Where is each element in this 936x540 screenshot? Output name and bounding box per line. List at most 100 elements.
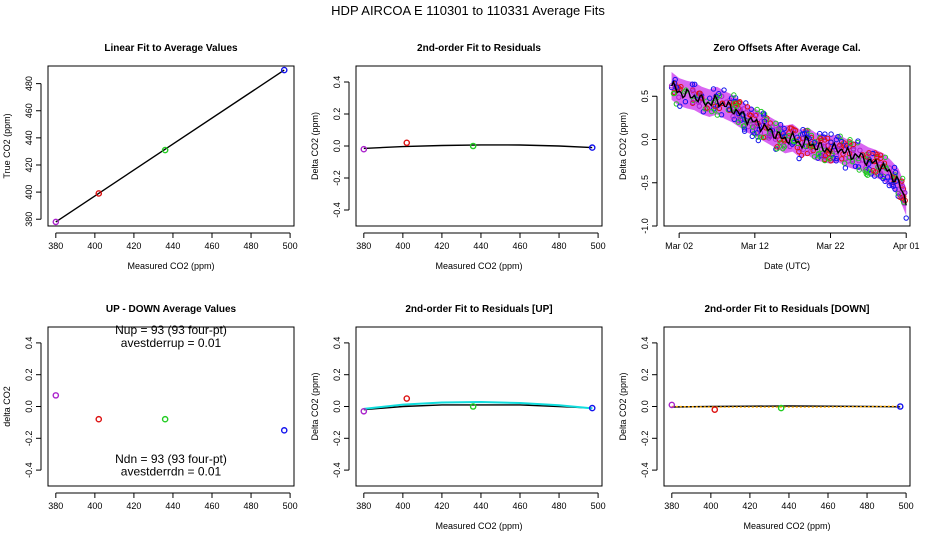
offset-point <box>758 108 764 115</box>
plot-frame <box>47 326 295 487</box>
offset-point <box>774 146 780 152</box>
data-point-blue <box>280 66 288 74</box>
x-tick-label: 460 <box>512 501 527 511</box>
offset-point <box>761 116 767 123</box>
offset-point <box>828 139 834 146</box>
panel-title: 2nd-order Fit to Residuals [UP] <box>405 304 552 315</box>
offset-point <box>731 92 737 98</box>
offset-point <box>692 81 698 87</box>
offset-point <box>773 120 779 126</box>
offset-point <box>730 113 736 120</box>
x-tick-label: 480 <box>244 241 259 251</box>
fit-line-cyan <box>363 400 593 410</box>
offset-point <box>828 131 834 137</box>
y-tick-label: 0.0 <box>640 400 650 413</box>
offset-point <box>890 183 897 189</box>
offset-point <box>877 152 884 158</box>
x-tick-label: 460 <box>512 241 527 251</box>
x-tick-label: 420 <box>126 241 141 251</box>
x-tick-label: 400 <box>87 241 102 251</box>
panel-title: UP - DOWN Average Values <box>106 304 237 315</box>
y-tick-label: 0.2 <box>640 368 650 381</box>
offset-point <box>721 87 727 93</box>
panel-p6: 2nd-order Fit to Residuals [DOWN] 380 400 4… <box>618 304 914 531</box>
panel-title: 2nd-order Fit to Residuals <box>417 43 541 54</box>
x-tick-label: 500 <box>591 501 606 511</box>
x-tick-label: 480 <box>552 241 567 251</box>
fit-line-black <box>363 404 593 411</box>
data-point-purple <box>360 145 368 153</box>
fit-line-black <box>55 69 285 223</box>
x-tick-label: 500 <box>591 241 606 251</box>
offset-point <box>786 130 792 136</box>
offset-point <box>676 94 682 100</box>
data-point-red <box>95 415 103 423</box>
offset-point <box>690 89 697 95</box>
y-axis-label: Delta CO2 (ppm) <box>618 372 628 440</box>
x-tick-label: 500 <box>283 501 298 511</box>
y-tick-label: 0.2 <box>332 108 342 121</box>
y-tick-label: -0.5 <box>640 175 650 191</box>
x-tick-label: 380 <box>48 501 63 511</box>
x-tick-label: 480 <box>244 501 259 511</box>
offset-point <box>748 106 754 112</box>
panel-title: 2nd-order Fit to Residuals [DOWN] <box>705 304 870 315</box>
offset-point <box>808 148 814 155</box>
y-axis-label: delta CO2 <box>2 386 12 427</box>
offset-point <box>707 95 713 101</box>
x-tick-label: 420 <box>434 501 449 511</box>
annotation-text: avestderrdn = 0.01 <box>121 465 222 479</box>
offset-point <box>668 83 675 89</box>
offset-point <box>796 155 802 162</box>
offset-point <box>780 130 786 137</box>
x-tick-label: 480 <box>860 501 875 511</box>
offset-point <box>897 192 904 198</box>
offset-point <box>867 169 874 175</box>
offset-point <box>781 125 787 132</box>
offset-point <box>737 107 744 113</box>
offset-point <box>709 108 715 115</box>
offset-point <box>776 125 782 131</box>
x-tick-label: 440 <box>473 501 488 511</box>
offset-point <box>872 169 879 175</box>
y-tick-label: 380 <box>24 212 34 227</box>
data-point-red <box>403 139 411 147</box>
figure-title: HDP AIRCOA E 110301 to 110331 Average Fi… <box>331 3 605 18</box>
y-tick-label: -0.4 <box>24 462 34 478</box>
y-tick-label: -0.4 <box>332 462 342 478</box>
y-tick-label: -0.2 <box>332 431 342 447</box>
offset-point <box>714 112 721 118</box>
y-tick-label: 0.0 <box>640 133 650 146</box>
x-tick-label: 380 <box>356 241 371 251</box>
y-tick-label: 0.5 <box>640 90 650 103</box>
offset-point <box>697 90 703 96</box>
offset-point <box>801 130 808 137</box>
offset-point <box>837 133 843 139</box>
y-tick-label: 0.0 <box>332 400 342 413</box>
offset-point <box>754 130 760 136</box>
offset-point <box>787 125 793 131</box>
offset-point <box>855 164 862 170</box>
offset-point <box>857 147 863 154</box>
offset-point <box>877 173 884 179</box>
y-tick-label: 480 <box>24 76 34 91</box>
x-axis-label: Measured CO2 (ppm) <box>127 261 214 271</box>
x-tick-label: 400 <box>395 501 410 511</box>
y-tick-label: -0.2 <box>640 431 650 447</box>
x-tick-label: 500 <box>899 501 914 511</box>
panel-p3: Zero Offsets After Average Cal. Mar 02 Mar… <box>618 43 919 271</box>
offset-point <box>781 144 787 150</box>
fit-line-orange <box>671 405 901 408</box>
data-point-green <box>469 142 477 150</box>
offset-point <box>712 103 718 109</box>
x-axis-label: Measured CO2 (ppm) <box>743 521 830 531</box>
data-point-purple <box>52 218 60 226</box>
plot-frame <box>355 326 603 487</box>
offset-point <box>733 103 739 109</box>
data-point-green <box>161 146 169 154</box>
data-point-purple <box>668 401 676 409</box>
x-tick-label: 420 <box>434 241 449 251</box>
offset-point <box>899 175 906 182</box>
offset-point <box>794 134 800 141</box>
